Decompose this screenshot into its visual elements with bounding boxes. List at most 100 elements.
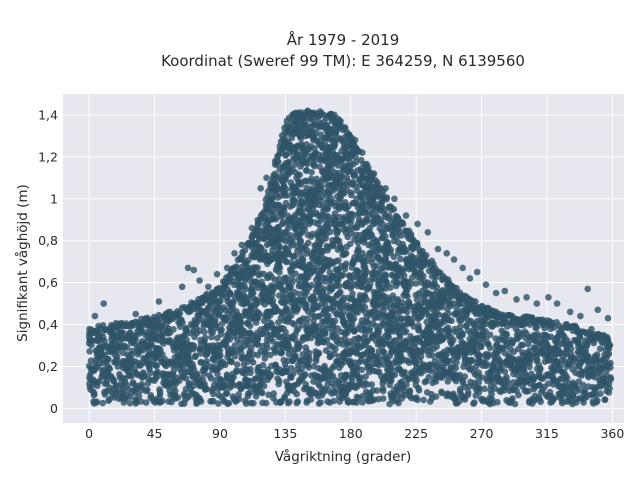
data-point [480, 318, 487, 326]
data-point [203, 358, 210, 365]
x-tick-label: 0 [85, 426, 93, 441]
data-point [205, 283, 212, 291]
data-point [285, 341, 292, 348]
data-point [438, 388, 445, 396]
data-point [424, 229, 432, 236]
data-point [93, 399, 100, 406]
data-point [156, 391, 164, 398]
data-point [121, 379, 129, 386]
data-point [283, 368, 290, 375]
data-point [596, 345, 604, 353]
x-tick-label: 360 [600, 426, 624, 441]
data-point [452, 364, 460, 372]
data-point [271, 157, 279, 165]
data-point [230, 277, 237, 285]
data-point [180, 400, 188, 407]
data-point [196, 396, 204, 403]
data-point [223, 264, 231, 272]
data-point [147, 369, 154, 377]
x-tick-label: 90 [212, 426, 228, 441]
data-point [216, 347, 224, 354]
data-point [134, 351, 142, 358]
data-point [273, 185, 281, 192]
data-point [308, 169, 315, 176]
data-point [170, 326, 177, 333]
data-point [252, 301, 260, 308]
data-point [445, 310, 453, 318]
data-point [176, 309, 184, 317]
data-point [226, 289, 234, 297]
data-point [355, 334, 362, 342]
data-point [246, 322, 254, 330]
data-point [296, 343, 303, 351]
data-point [511, 400, 519, 408]
data-point [333, 281, 341, 289]
data-point [197, 359, 204, 366]
data-point [286, 203, 294, 210]
data-point [267, 372, 275, 379]
data-point [391, 195, 398, 203]
data-point [91, 312, 99, 320]
data-point [315, 349, 323, 357]
data-point [375, 368, 383, 376]
data-point [154, 368, 161, 376]
data-point [550, 395, 558, 402]
data-point [406, 387, 414, 394]
data-point [254, 314, 262, 322]
x-axis-label: Vågriktning (grader) [275, 448, 412, 465]
x-tick-label: 180 [339, 426, 363, 441]
data-point [282, 328, 289, 336]
data-point [466, 275, 474, 282]
data-point [301, 177, 308, 185]
data-point [276, 243, 283, 251]
data-point [370, 263, 378, 271]
data-point [145, 360, 153, 368]
data-point [132, 397, 140, 405]
data-point [387, 377, 395, 385]
data-point [209, 329, 217, 336]
data-point [349, 259, 357, 267]
data-point [339, 271, 347, 279]
data-point [96, 377, 103, 385]
data-point [425, 373, 433, 381]
data-point [342, 260, 350, 268]
data-point [311, 297, 319, 304]
data-point [229, 382, 237, 389]
data-point [327, 228, 334, 236]
data-point [461, 373, 469, 380]
data-point [423, 252, 430, 259]
data-point [471, 399, 478, 406]
data-point [317, 399, 324, 406]
data-point [257, 185, 265, 192]
data-point [245, 295, 253, 303]
data-point [414, 396, 421, 404]
data-point [281, 394, 288, 402]
data-point [263, 174, 270, 182]
y-axis-label: Signifikant våghöjd (m) [14, 184, 31, 342]
data-point [127, 393, 134, 401]
data-point [135, 392, 143, 400]
data-point [402, 328, 410, 335]
data-point [399, 220, 407, 228]
data-point [450, 336, 457, 344]
data-point [254, 264, 261, 272]
data-point [434, 245, 442, 253]
data-point [448, 317, 455, 325]
data-point [593, 351, 601, 358]
data-point [330, 397, 338, 405]
data-point [165, 317, 173, 324]
data-point [605, 380, 613, 388]
data-point [280, 207, 288, 215]
y-tick-label: 0,4 [38, 317, 58, 332]
data-point [144, 386, 151, 394]
data-point [235, 395, 243, 403]
data-point [281, 299, 288, 307]
data-point [156, 349, 164, 357]
data-point [402, 212, 410, 219]
data-point [190, 266, 198, 274]
data-point [349, 290, 356, 298]
data-point [545, 294, 552, 301]
data-point [86, 348, 93, 355]
data-point [494, 398, 501, 406]
